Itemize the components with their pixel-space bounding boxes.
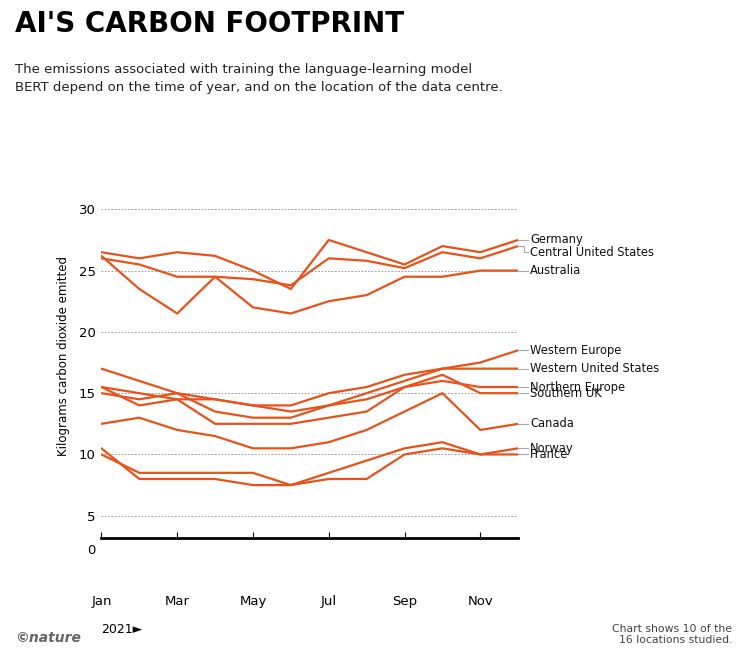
Text: Germany: Germany bbox=[530, 234, 583, 246]
Text: Western United States: Western United States bbox=[530, 362, 659, 375]
Text: AI'S CARBON FOOTPRINT: AI'S CARBON FOOTPRINT bbox=[15, 10, 404, 38]
Text: Australia: Australia bbox=[530, 264, 581, 277]
Text: Western Europe: Western Europe bbox=[530, 344, 622, 357]
Text: Chart shows 10 of the
16 locations studied.: Chart shows 10 of the 16 locations studi… bbox=[612, 624, 732, 645]
Text: Northern Europe: Northern Europe bbox=[530, 381, 626, 393]
Text: ©nature: ©nature bbox=[15, 632, 81, 645]
Text: Canada: Canada bbox=[530, 417, 574, 430]
Text: France: France bbox=[530, 448, 569, 461]
Text: Central United States: Central United States bbox=[530, 246, 654, 259]
Y-axis label: Kilograms carbon dioxide emitted: Kilograms carbon dioxide emitted bbox=[58, 256, 71, 457]
Text: The emissions associated with training the language-learning model
BERT depend o: The emissions associated with training t… bbox=[15, 63, 502, 94]
Text: 2021►: 2021► bbox=[101, 623, 143, 636]
Text: Southern UK: Southern UK bbox=[530, 387, 602, 400]
Text: Norway: Norway bbox=[530, 442, 574, 455]
